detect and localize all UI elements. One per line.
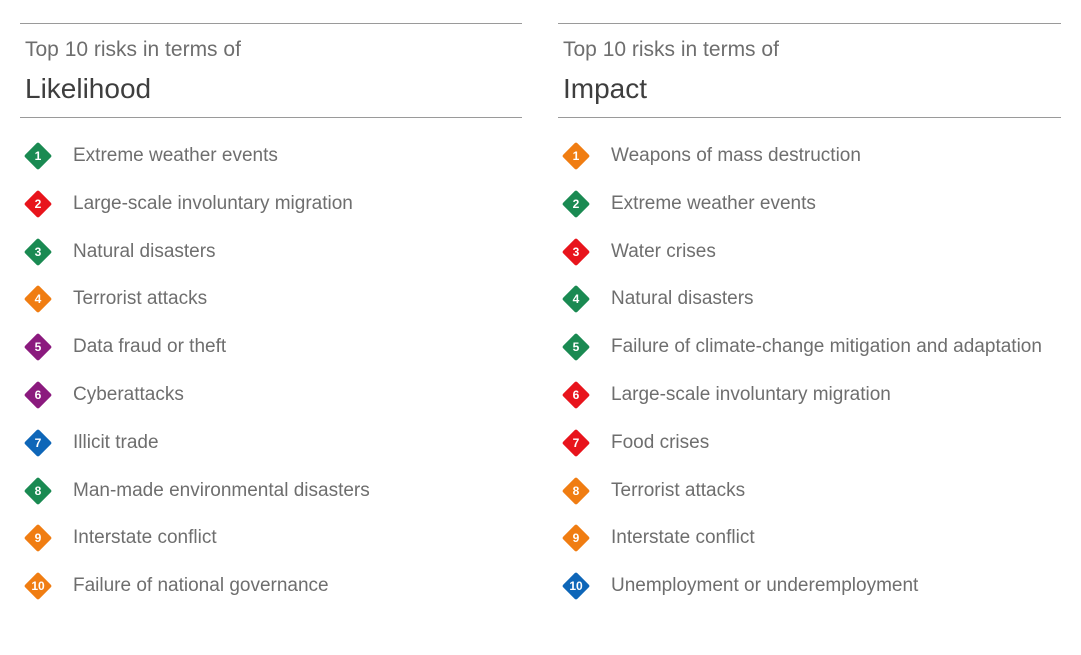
likelihood-risk-list: 1 Extreme weather events 2 Large-scale invo… — [20, 137, 522, 615]
risk-label: Data fraud or theft — [73, 336, 227, 358]
risk-item: 7 Illicit trade — [20, 424, 522, 472]
rank-number: 6 — [572, 387, 580, 402]
rank-number: 2 — [34, 196, 42, 211]
rank-diamond-icon: 9 — [561, 523, 591, 553]
rank-diamond-icon: 7 — [561, 428, 591, 458]
risk-label: Cyberattacks — [73, 383, 184, 405]
rank-diamond-icon: 9 — [23, 523, 53, 553]
rank-number: 1 — [572, 149, 580, 163]
risk-item: 9 Interstate conflict — [20, 519, 522, 567]
rank-number: 5 — [572, 340, 580, 355]
rank-diamond-icon: 8 — [561, 476, 591, 506]
rank-number: 7 — [34, 435, 42, 450]
risk-item: 2 Extreme weather events — [558, 185, 1061, 233]
panel-title: Impact — [563, 73, 648, 104]
risk-label: Failure of national governance — [73, 575, 329, 597]
rank-diamond-icon: 3 — [23, 237, 53, 267]
risk-item: 10 Failure of national governance — [20, 567, 522, 615]
rank-number: 2 — [572, 196, 580, 211]
impact-risk-list: 1 Weapons of mass destruction 2 Extreme wea… — [558, 137, 1061, 615]
risk-item: 4 Terrorist attacks — [20, 280, 522, 328]
risk-label: Water crises — [611, 240, 716, 262]
rank-number: 9 — [572, 531, 580, 546]
rank-number: 8 — [34, 483, 42, 498]
rank-diamond-icon: 2 — [561, 189, 591, 219]
rank-diamond-icon: 4 — [23, 284, 53, 314]
risk-label: Terrorist attacks — [611, 479, 746, 501]
rank-diamond-icon: 8 — [23, 476, 53, 506]
rank-number: 5 — [34, 340, 42, 355]
panel-subtitle: Top 10 risks in terms of — [25, 38, 241, 61]
risk-label: Failure of climate-change mitigation and… — [611, 336, 1042, 358]
impact-panel: Top 10 risks in terms of Impact 1 Weapons… — [558, 23, 1061, 615]
rank-number: 6 — [34, 387, 42, 402]
risk-item: 1 Extreme weather events — [20, 137, 522, 185]
rank-number: 3 — [34, 244, 42, 259]
risk-item: 8 Terrorist attacks — [558, 472, 1061, 520]
rank-diamond-icon: 3 — [561, 237, 591, 267]
top-divider — [558, 23, 1061, 24]
risk-label: Extreme weather events — [73, 145, 278, 166]
risk-item: 6 Cyberattacks — [20, 376, 522, 424]
rank-number: 4 — [572, 292, 580, 307]
risk-label: Man-made environmental disasters — [73, 479, 370, 501]
rank-diamond-icon: 10 — [23, 571, 53, 601]
rank-number: 7 — [572, 435, 580, 450]
panel-title: Likelihood — [25, 73, 152, 104]
header-divider — [558, 117, 1061, 118]
risk-item: 3 Water crises — [558, 233, 1061, 281]
rank-diamond-icon: 10 — [561, 571, 591, 601]
rank-diamond-icon: 2 — [23, 189, 53, 219]
risk-label: Natural disasters — [73, 240, 216, 262]
risk-label: Natural disasters — [611, 288, 754, 310]
risk-label: Extreme weather events — [611, 192, 816, 214]
risk-item: 5 Data fraud or theft — [20, 328, 522, 376]
rank-diamond-icon: 7 — [23, 428, 53, 458]
risk-item: 5 Failure of climate-change mitigation an… — [558, 328, 1061, 376]
rank-diamond-icon: 5 — [561, 332, 591, 362]
risk-label: Interstate conflict — [73, 527, 217, 549]
risk-item: 8 Man-made environmental disasters — [20, 472, 522, 520]
panel-subtitle: Top 10 risks in terms of — [563, 38, 779, 61]
risk-item: 9 Interstate conflict — [558, 519, 1061, 567]
risk-item: 10 Unemployment or underemployment — [558, 567, 1061, 615]
risk-item: 4 Natural disasters — [558, 280, 1061, 328]
rank-number: 8 — [572, 483, 580, 498]
risk-label: Illicit trade — [73, 431, 159, 453]
risk-label: Food crises — [611, 431, 710, 453]
top-divider — [20, 23, 522, 24]
risk-label: Terrorist attacks — [73, 288, 208, 310]
rank-number: 3 — [572, 244, 580, 259]
rank-diamond-icon: 4 — [561, 284, 591, 314]
header-divider — [20, 117, 522, 118]
rank-number: 4 — [34, 292, 42, 307]
risk-label: Weapons of mass destruction — [611, 145, 861, 166]
rank-diamond-icon: 1 — [561, 141, 591, 171]
risk-item: 3 Natural disasters — [20, 233, 522, 281]
rank-diamond-icon: 6 — [23, 380, 53, 410]
likelihood-panel: Top 10 risks in terms of Likelihood 1 Ext… — [20, 23, 522, 615]
rank-diamond-icon: 1 — [23, 141, 53, 171]
risk-item: 1 Weapons of mass destruction — [558, 137, 1061, 185]
risk-label: Unemployment or underemployment — [611, 575, 919, 597]
rank-number: 10 — [31, 579, 45, 594]
risk-label: Large-scale involuntary migration — [73, 192, 353, 214]
risk-label: Interstate conflict — [611, 527, 755, 549]
risk-item: 7 Food crises — [558, 424, 1061, 472]
rank-number: 9 — [34, 531, 42, 546]
rank-diamond-icon: 5 — [23, 332, 53, 362]
rank-diamond-icon: 6 — [561, 380, 591, 410]
risk-item: 6 Large-scale involuntary migration — [558, 376, 1061, 424]
risk-label: Large-scale involuntary migration — [611, 383, 891, 405]
rank-number: 1 — [34, 149, 42, 163]
risk-item: 2 Large-scale involuntary migration — [20, 185, 522, 233]
rank-number: 10 — [569, 579, 583, 594]
